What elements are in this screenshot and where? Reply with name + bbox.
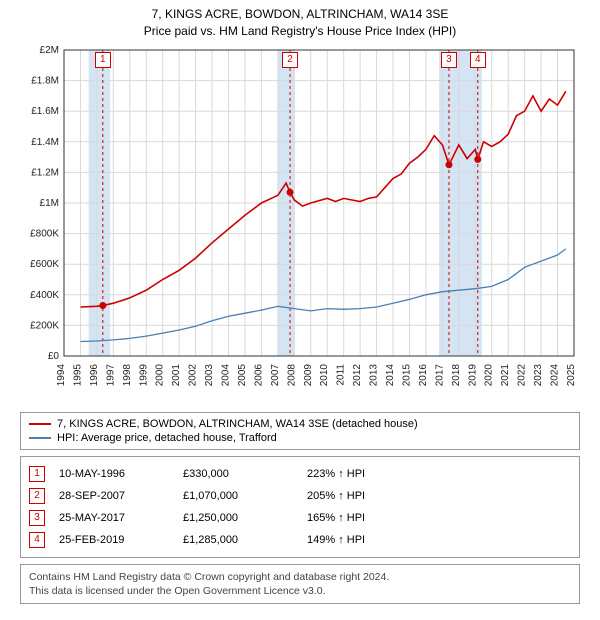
sale-date: 28-SEP-2007: [59, 490, 169, 502]
x-tick-label: 2006: [253, 363, 264, 386]
x-tick-label: 2013: [369, 363, 380, 386]
sale-hpi: 205% ↑ HPI: [307, 490, 365, 502]
legend-row: HPI: Average price, detached house, Traf…: [29, 431, 571, 445]
sale-hpi: 165% ↑ HPI: [307, 512, 365, 524]
sale-row-badge: 4: [29, 532, 45, 548]
title-line-1: 7, KINGS ACRE, BOWDON, ALTRINCHAM, WA14 …: [0, 6, 600, 23]
sale-dot: [99, 302, 106, 309]
x-tick-label: 1995: [72, 363, 83, 386]
x-tick-label: 2023: [533, 363, 544, 386]
x-tick-label: 2019: [467, 363, 478, 386]
x-tick-label: 2002: [188, 363, 199, 386]
sale-row-badge: 2: [29, 488, 45, 504]
sale-badge-1: 1: [95, 52, 111, 68]
sale-price: £1,285,000: [183, 534, 293, 546]
x-tick-label: 2007: [270, 363, 281, 386]
y-tick-label: £1.6M: [31, 106, 59, 117]
x-tick-label: 1997: [105, 363, 116, 386]
title-line-2: Price paid vs. HM Land Registry's House …: [0, 23, 600, 40]
x-tick-label: 2001: [171, 363, 182, 386]
sale-badge-4: 4: [470, 52, 486, 68]
footer-line-2: This data is licensed under the Open Gov…: [29, 584, 571, 598]
legend-label: 7, KINGS ACRE, BOWDON, ALTRINCHAM, WA14 …: [57, 418, 418, 430]
x-tick-label: 2024: [550, 363, 561, 386]
y-tick-label: £2M: [40, 45, 59, 56]
x-tick-label: 2000: [155, 363, 166, 386]
x-tick-label: 2025: [566, 363, 577, 386]
x-tick-label: 2022: [517, 363, 528, 386]
x-tick-label: 2021: [500, 363, 511, 386]
x-tick-label: 2016: [418, 363, 429, 386]
sale-date: 10-MAY-1996: [59, 468, 169, 480]
sale-row: 2 28-SEP-2007 £1,070,000 205% ↑ HPI: [29, 485, 571, 507]
sale-date: 25-MAY-2017: [59, 512, 169, 524]
legend-row: 7, KINGS ACRE, BOWDON, ALTRINCHAM, WA14 …: [29, 417, 571, 431]
sale-hpi: 149% ↑ HPI: [307, 534, 365, 546]
chart-svg: £0 £200K £400K £600K £800K £1M £1.2M £1.4M £1.6M…: [20, 44, 580, 404]
sale-row: 4 25-FEB-2019 £1,285,000 149% ↑ HPI: [29, 529, 571, 551]
x-tick-label: 1996: [89, 363, 100, 386]
x-tick-label: 2008: [286, 363, 297, 386]
sale-row-badge: 1: [29, 466, 45, 482]
y-tick-label: £1.4M: [31, 136, 59, 147]
legend-swatch: [29, 423, 51, 425]
y-tick-label: £1.8M: [31, 75, 59, 86]
sale-row-badge: 3: [29, 510, 45, 526]
x-tick-label: 2005: [237, 363, 248, 386]
y-tick-label: £1M: [40, 198, 59, 209]
sales-table: 1 10-MAY-1996 £330,000 223% ↑ HPI 2 28-SEP-20…: [20, 456, 580, 558]
chart: £0 £200K £400K £600K £800K £1M £1.2M £1.4M £1.6M…: [20, 44, 580, 404]
sale-dot: [287, 188, 294, 195]
footer-line-1: Contains HM Land Registry data © Crown c…: [29, 570, 571, 584]
footer: Contains HM Land Registry data © Crown c…: [20, 564, 580, 604]
sale-price: £1,070,000: [183, 490, 293, 502]
legend-label: HPI: Average price, detached house, Traf…: [57, 432, 277, 444]
x-tick-label: 1994: [56, 363, 67, 386]
sale-row: 3 25-MAY-2017 £1,250,000 165% ↑ HPI: [29, 507, 571, 529]
x-tick-label: 2004: [221, 363, 232, 386]
sale-price: £1,250,000: [183, 512, 293, 524]
sale-hpi: 223% ↑ HPI: [307, 468, 365, 480]
legend: 7, KINGS ACRE, BOWDON, ALTRINCHAM, WA14 …: [20, 412, 580, 450]
x-tick-label: 2010: [319, 363, 330, 386]
x-tick-label: 1999: [138, 363, 149, 386]
sale-badge-2: 2: [282, 52, 298, 68]
x-tick-label: 2012: [352, 363, 363, 386]
x-tick-label: 2014: [385, 363, 396, 386]
sale-row: 1 10-MAY-1996 £330,000 223% ↑ HPI: [29, 463, 571, 485]
y-tick-label: £400K: [30, 289, 59, 300]
legend-swatch: [29, 437, 51, 439]
y-tick-label: £200K: [30, 320, 59, 331]
sale-date: 25-FEB-2019: [59, 534, 169, 546]
y-tick-label: £800K: [30, 228, 59, 239]
y-tick-label: £0: [48, 351, 60, 362]
x-tick-label: 2009: [303, 363, 314, 386]
y-tick-label: £1.2M: [31, 167, 59, 178]
sale-dot: [474, 155, 481, 162]
title-block: 7, KINGS ACRE, BOWDON, ALTRINCHAM, WA14 …: [0, 0, 600, 44]
x-tick-label: 2015: [401, 363, 412, 386]
x-tick-label: 2003: [204, 363, 215, 386]
y-tick-label: £600K: [30, 259, 59, 270]
sale-dot: [445, 161, 452, 168]
page: 7, KINGS ACRE, BOWDON, ALTRINCHAM, WA14 …: [0, 0, 600, 604]
x-tick-label: 2020: [484, 363, 495, 386]
x-tick-label: 1998: [122, 363, 133, 386]
x-tick-label: 2018: [451, 363, 462, 386]
sale-badge-3: 3: [441, 52, 457, 68]
sale-price: £330,000: [183, 468, 293, 480]
x-tick-label: 2017: [434, 363, 445, 386]
x-tick-label: 2011: [336, 363, 347, 385]
